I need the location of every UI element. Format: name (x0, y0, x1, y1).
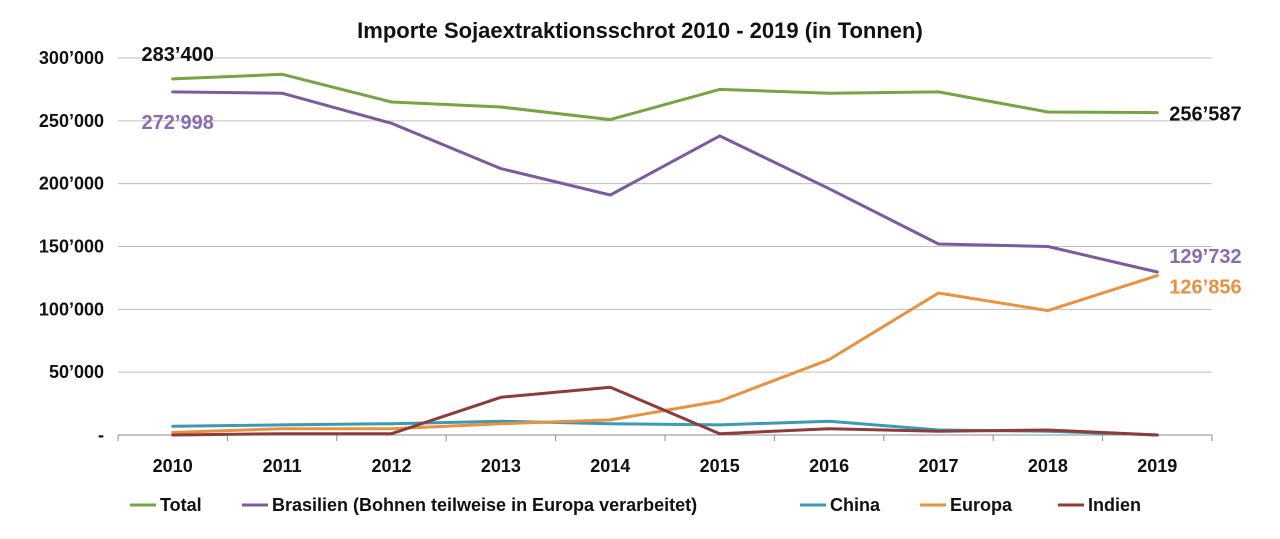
x-tick-label: 2010 (153, 456, 193, 476)
y-tick-label: 300’000 (39, 48, 104, 68)
data-label: 129’732 (1169, 246, 1241, 268)
series-line-indien (171, 385, 1159, 437)
y-tick-label: 150’000 (39, 237, 104, 257)
data-label: 256’587 (1169, 104, 1241, 126)
y-tick-label: 100’000 (39, 299, 104, 319)
y-tick-label: 50’000 (49, 362, 104, 382)
axes: - 50’000 100’000 150’000 200’000 250’000 300’0… (39, 48, 1213, 476)
data-labels: 283’400 272’998 256’587 129’732 126’856 (142, 44, 1242, 299)
data-label: 283’400 (142, 44, 214, 66)
series-lines (171, 72, 1159, 437)
x-tick-label: 2013 (481, 456, 521, 476)
legend-label: China (830, 495, 881, 515)
x-tick-label: 2018 (1028, 456, 1068, 476)
x-tick-label: 2016 (809, 456, 849, 476)
data-label: 126’856 (1169, 277, 1241, 299)
legend-label: Indien (1088, 495, 1141, 515)
series-line-brasilien (171, 90, 1159, 274)
gridlines (118, 57, 1212, 373)
y-tick-label: - (98, 425, 104, 445)
x-tick-label: 2019 (1137, 456, 1177, 476)
x-tick-label: 2015 (700, 456, 740, 476)
x-tick-label: 2012 (371, 456, 411, 476)
data-label: 272’998 (142, 112, 214, 134)
legend: Total Brasilien (Bohnen teilweise in Euro… (130, 495, 1141, 515)
y-tick-label: 200’000 (39, 174, 104, 194)
legend-label: Europa (950, 495, 1013, 515)
legend-label: Brasilien (Bohnen teilweise in Europa ve… (272, 495, 697, 515)
legend-label: Total (160, 495, 202, 515)
chart-title: Importe Sojaextraktionsschrot 2010 - 201… (357, 18, 923, 43)
series-line-total (171, 72, 1159, 122)
x-tick-label: 2014 (590, 456, 630, 476)
x-tick-label: 2017 (918, 456, 958, 476)
y-tick-label: 250’000 (39, 111, 104, 131)
x-tick-label: 2011 (263, 456, 302, 476)
